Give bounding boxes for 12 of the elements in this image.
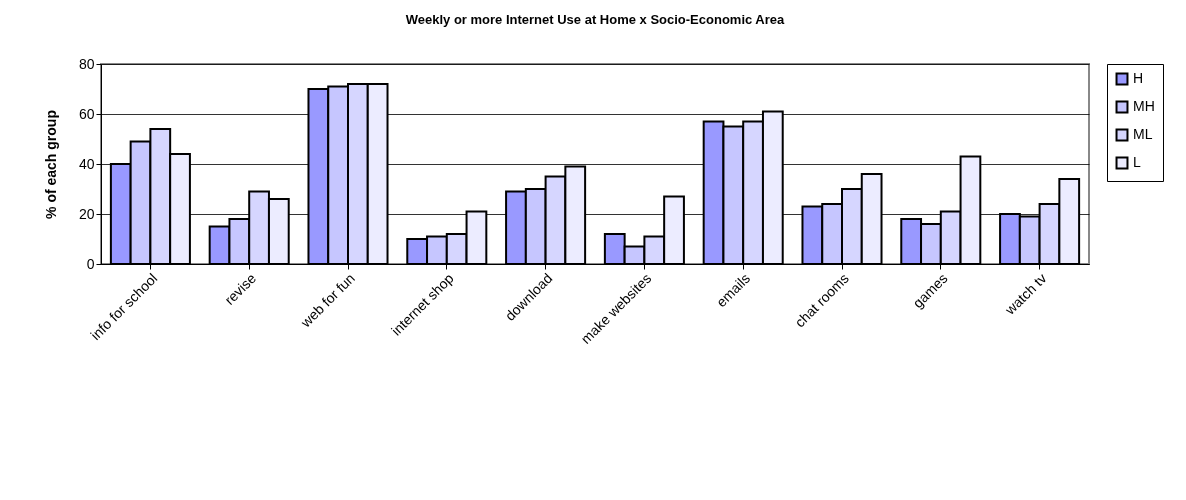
y-tick-label: 40 [78, 155, 95, 172]
legend-label: H [1133, 70, 1144, 86]
legend-label: L [1133, 154, 1141, 170]
y-axis-title: % of each group [42, 110, 59, 219]
y-tick-label: 20 [78, 205, 95, 222]
y-tick-label: 60 [78, 105, 95, 122]
chart-title: Weekly or more Internet Use at Home x Socio-Economic Area [405, 12, 786, 27]
x-tick-label: web for fun [296, 270, 358, 332]
legend-label: MH [1133, 98, 1155, 114]
legend-label: ML [1133, 126, 1153, 142]
y-tick-label: 0 [86, 255, 95, 272]
y-tick-label: 80 [78, 55, 95, 72]
